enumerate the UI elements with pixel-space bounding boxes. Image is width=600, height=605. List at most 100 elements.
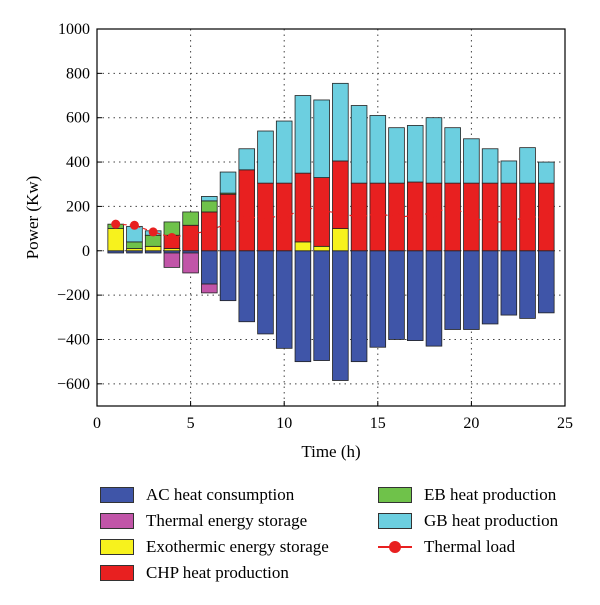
y-tick-label: −200 [57, 287, 90, 304]
bar-gb-heat-production [294, 95, 312, 174]
bar-chp-heat-production [444, 182, 461, 252]
thermal-load-point [485, 217, 495, 227]
thermal-load-point [392, 213, 402, 222]
bar-exothermic-energy-storage [144, 245, 162, 252]
bar-eb-heat-production [182, 211, 199, 226]
x-tick-label: 5 [187, 415, 195, 432]
thermal-load-point [317, 206, 327, 216]
bar-gb-heat-production [388, 127, 405, 184]
legend-item-chp-heat-production: CHP heat production [100, 561, 289, 585]
bar-exothermic-energy-storage [294, 241, 312, 252]
legend-item-gb-heat-production: GB heat production [378, 509, 558, 533]
bar-ac-heat-consumption [481, 250, 499, 325]
thermal-load-point [204, 226, 214, 236]
bar-ac-heat-consumption [519, 250, 536, 319]
thermal-load-polyline [115, 205, 547, 239]
y-tick-label: −600 [57, 376, 90, 393]
thermal-load-point [448, 201, 458, 211]
legend-label: Thermal energy storage [146, 511, 308, 530]
y-axis-title: Power (Kw) [23, 176, 42, 260]
legend-swatch-gb [378, 513, 412, 529]
bar-ac-heat-consumption [369, 250, 387, 348]
thermal-load-point [466, 213, 476, 222]
bar-thermal-energy-storage [163, 252, 181, 268]
thermal-load-point [260, 209, 270, 219]
legend-item-thermal-load: Thermal load [378, 535, 515, 559]
thermal-load-point [298, 201, 308, 211]
x-tick-label: 15 [370, 415, 386, 432]
thermal-load-point [410, 210, 420, 220]
x-tick-label: 25 [557, 415, 573, 432]
bar-ac-heat-consumption [313, 250, 330, 361]
x-tick-label: 20 [463, 415, 479, 432]
bar-eb-heat-production [144, 234, 162, 247]
thermal-load-point [167, 232, 177, 242]
x-axis-title: Time (h) [301, 442, 360, 461]
bar-ac-heat-consumption [219, 250, 237, 302]
legend-swatch-chp [100, 565, 134, 581]
thermal-load-point [223, 218, 233, 228]
thermal-load-point [279, 215, 289, 225]
bar-ac-heat-consumption [350, 250, 368, 363]
y-tick-label: 600 [66, 110, 90, 127]
legend-swatch-eb [378, 487, 412, 503]
legend-label: EB heat production [424, 485, 557, 504]
y-tick-label: 800 [66, 65, 90, 82]
bar-exothermic-energy-storage [313, 245, 330, 252]
bar-gb-heat-production [219, 171, 237, 194]
bar-chp-heat-production [332, 160, 349, 229]
legend-item-exothermic-energy-storage: Exothermic energy storage [100, 535, 329, 559]
bar-gb-heat-production [519, 147, 536, 184]
legend-line-marker-icon [378, 539, 412, 555]
bars [107, 82, 555, 381]
x-tick-label: 0 [93, 415, 101, 432]
x-tick-label: 10 [276, 415, 292, 432]
thermal-load-point [186, 229, 196, 239]
bar-gb-heat-production [444, 127, 461, 184]
bar-gb-heat-production [481, 148, 499, 184]
legend-label: CHP heat production [146, 563, 289, 582]
bar-exothermic-energy-storage [107, 228, 124, 252]
y-tick-label: 400 [66, 154, 90, 171]
bar-chp-heat-production [481, 182, 499, 252]
legend-swatch-ees [100, 539, 134, 555]
bar-chp-heat-production [500, 182, 518, 252]
bar-ac-heat-consumption [257, 250, 274, 335]
y-tick-label: 1000 [58, 21, 90, 38]
plot-frame [96, 28, 566, 407]
bar-gb-heat-production [538, 161, 555, 184]
thermal-load-point [373, 208, 383, 218]
bar-ac-heat-consumption [238, 250, 256, 323]
bar-thermal-energy-storage [182, 252, 199, 274]
bar-gb-heat-production [500, 160, 518, 184]
bar-ac-heat-consumption [463, 250, 480, 330]
bar-ac-heat-consumption [444, 250, 461, 330]
y-tick-label: 200 [66, 198, 90, 215]
bar-eb-heat-production [126, 241, 143, 249]
legend-item-thermal-energy-storage: Thermal energy storage [100, 509, 307, 533]
bar-gb-heat-production [425, 117, 443, 184]
legend-label: Exothermic energy storage [146, 537, 329, 556]
thermal-load-point [335, 208, 345, 218]
thermal-load-point [429, 208, 439, 218]
y-tick-label: −400 [57, 331, 90, 348]
legend-item-eb-heat-production: EB heat production [378, 483, 556, 507]
thermal-load-point [523, 211, 533, 221]
bar-ac-heat-consumption [406, 250, 424, 341]
bar-eb-heat-production [201, 200, 218, 213]
legend: AC heat consumption Thermal energy stora… [100, 483, 590, 593]
legend-item-ac-heat-consumption: AC heat consumption [100, 483, 294, 507]
thermal-load-point [354, 213, 364, 222]
thermal-load-point [541, 213, 551, 222]
bar-ac-heat-consumption [500, 250, 518, 316]
legend-label: GB heat production [424, 511, 559, 530]
bar-ac-heat-consumption [201, 250, 218, 285]
bar-ac-heat-consumption [275, 250, 293, 349]
bar-thermal-energy-storage [201, 283, 218, 294]
bar-gb-heat-production [350, 105, 368, 184]
thermal-load-point [504, 217, 514, 227]
y-tick-label: 0 [82, 243, 90, 260]
chart-canvas: 0 5 10 15 20 25−600−400−20002004006008001000 … [23, 21, 573, 461]
bar-gb-heat-production [369, 115, 387, 184]
thermal-load-point [242, 215, 252, 225]
